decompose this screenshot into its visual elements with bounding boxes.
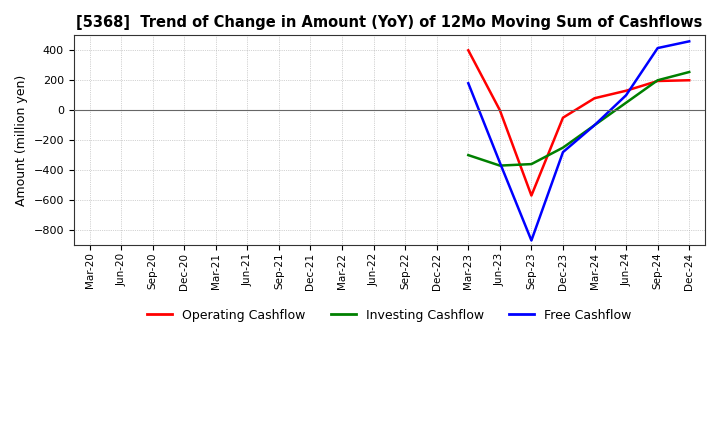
Operating Cashflow [653, 78, 662, 84]
Investing Cashflow [622, 100, 631, 105]
Investing Cashflow [464, 153, 472, 158]
Line: Operating Cashflow: Operating Cashflow [468, 50, 689, 195]
Free Cashflow [527, 238, 536, 243]
Investing Cashflow [590, 122, 599, 128]
Free Cashflow [653, 45, 662, 51]
Free Cashflow [559, 150, 567, 155]
Free Cashflow [464, 81, 472, 86]
Operating Cashflow [527, 193, 536, 198]
Investing Cashflow [653, 77, 662, 83]
Operating Cashflow [685, 77, 693, 83]
Y-axis label: Amount (million yen): Amount (million yen) [15, 74, 28, 206]
Investing Cashflow [685, 70, 693, 75]
Operating Cashflow [464, 48, 472, 53]
Free Cashflow [495, 160, 504, 165]
Investing Cashflow [495, 163, 504, 168]
Operating Cashflow [590, 95, 599, 101]
Investing Cashflow [559, 145, 567, 150]
Free Cashflow [685, 39, 693, 44]
Line: Free Cashflow: Free Cashflow [468, 41, 689, 241]
Investing Cashflow [527, 161, 536, 167]
Operating Cashflow [622, 88, 631, 93]
Legend: Operating Cashflow, Investing Cashflow, Free Cashflow: Operating Cashflow, Investing Cashflow, … [143, 304, 636, 327]
Free Cashflow [622, 92, 631, 98]
Line: Investing Cashflow: Investing Cashflow [468, 72, 689, 165]
Free Cashflow [590, 122, 599, 128]
Operating Cashflow [559, 115, 567, 120]
Title: [5368]  Trend of Change in Amount (YoY) of 12Mo Moving Sum of Cashflows: [5368] Trend of Change in Amount (YoY) o… [76, 15, 703, 30]
Operating Cashflow [495, 107, 504, 113]
